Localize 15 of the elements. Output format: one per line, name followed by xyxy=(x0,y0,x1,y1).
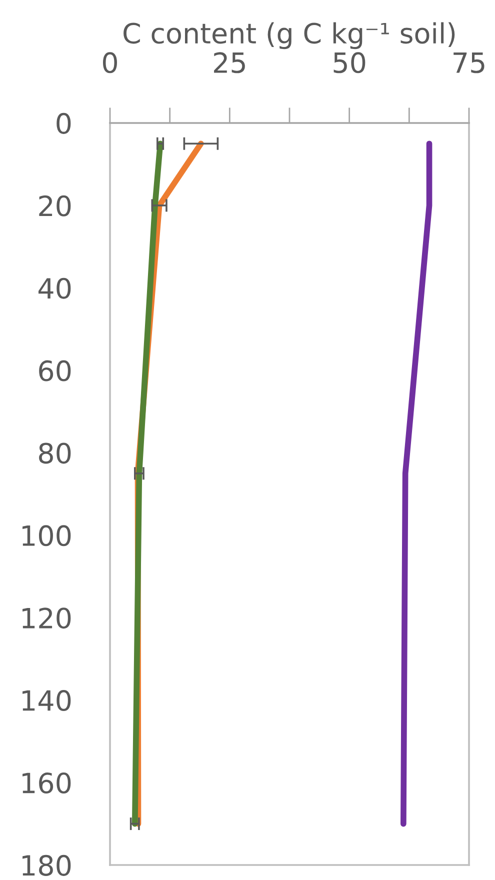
y-tick-label: 60 xyxy=(39,360,71,382)
x-axis-title: C content (g C kg⁻¹ soil) xyxy=(124,22,455,50)
y-tick-label: 180 xyxy=(22,854,71,876)
y-tick-label: 140 xyxy=(22,690,71,712)
x-tick-label: 0 xyxy=(102,52,117,74)
y-tick-label: 160 xyxy=(22,772,71,794)
x-tick-label: 75 xyxy=(454,52,484,74)
y-tick-label: 20 xyxy=(39,195,71,216)
x-tick-label: 50 xyxy=(334,52,366,74)
y-tick-label: 100 xyxy=(22,525,71,546)
y-tick-label: 40 xyxy=(38,278,71,299)
y-tick-label: 120 xyxy=(22,608,71,629)
y-tick-label: 0 xyxy=(56,112,71,134)
x-tick-label: 25 xyxy=(214,52,245,74)
y-tick-label: 80 xyxy=(39,442,71,464)
